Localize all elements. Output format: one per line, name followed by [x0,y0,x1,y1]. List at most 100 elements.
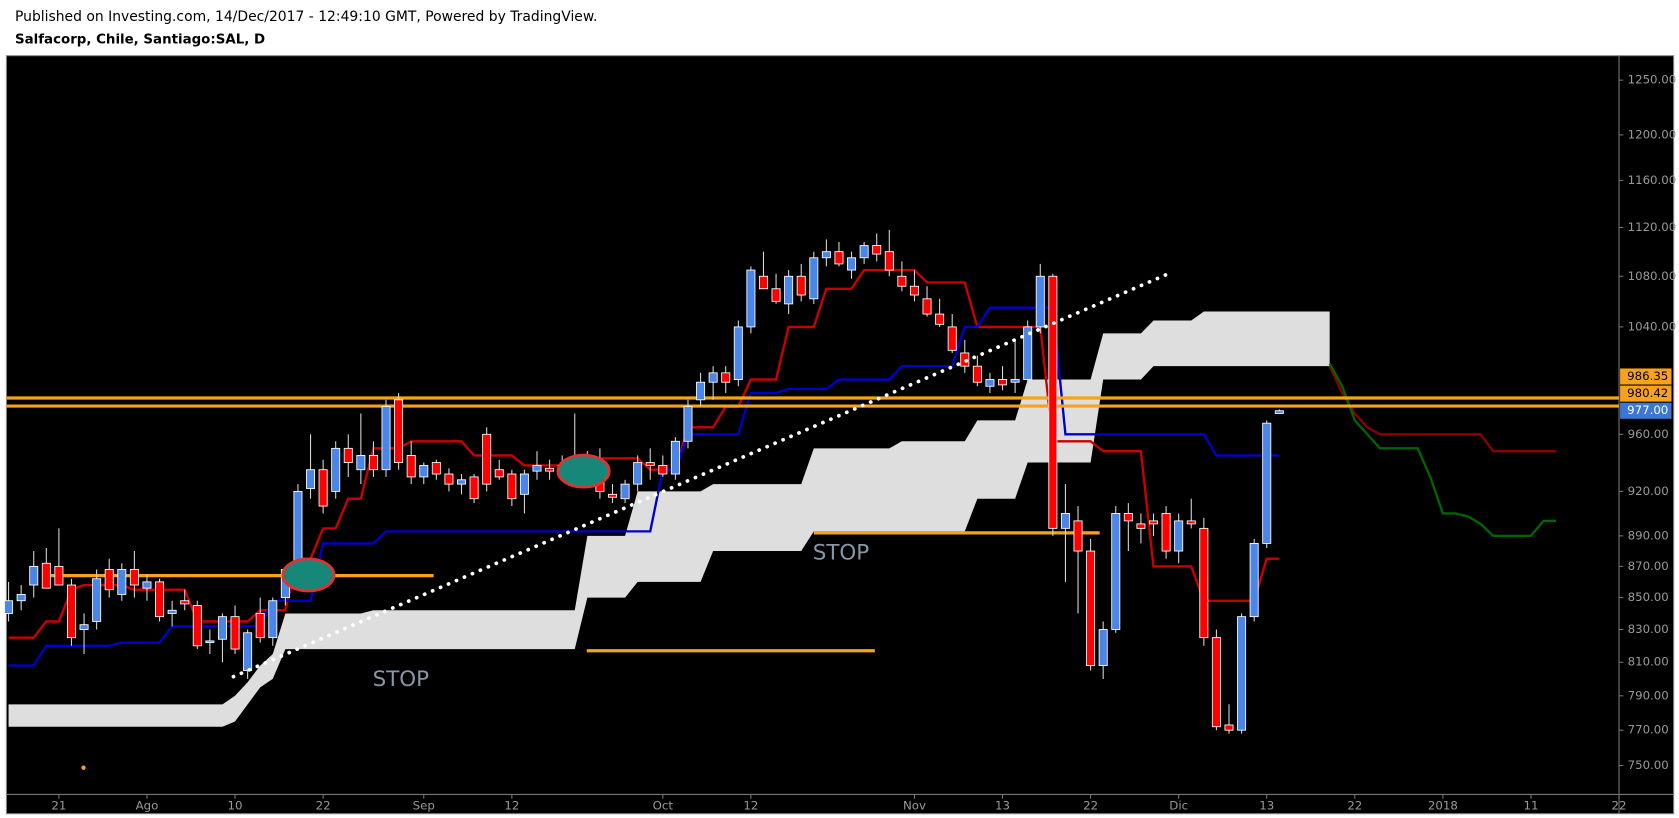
axis-layer: 750.00 770.00 790.00 810.00 830.00 850.00 870.… [51,73,1676,813]
candle-body [54,565,64,586]
stop-label: STOP [813,541,870,566]
candle-body [331,447,341,492]
candle-body [29,565,39,586]
candle-body [79,624,89,630]
candle-body [306,469,316,489]
y-tick-label: 870.00 [1628,559,1669,573]
y-tick-label: 770.00 [1628,723,1669,737]
candle-body [884,251,894,271]
y-tick-label: 960.00 [1628,427,1669,441]
x-tick-label: 11 [1523,799,1538,813]
x-tick-label: Ago [136,799,159,813]
indicator-line [1328,365,1557,453]
candle-body [733,326,743,380]
candle-body [1086,550,1096,666]
series-layer [4,229,1620,734]
candle-body [205,640,215,643]
candle-body [1098,629,1108,666]
price-tag-label: 977.00 [1627,403,1668,417]
candle-body [1123,513,1133,522]
candle-body [696,381,706,401]
y-tick-label: 810.00 [1628,655,1669,669]
candle-body [444,473,454,485]
indicator-line [1328,362,1557,538]
candle-body [545,467,555,472]
candle-body [230,616,240,650]
candle-body [155,581,165,618]
candle-body [180,600,190,605]
candle-body [758,275,768,290]
candle-body [1111,513,1121,630]
y-tick-label: 790.00 [1628,688,1669,702]
candle-body [142,581,152,589]
candle-body [909,285,919,296]
x-tick-label: 13 [1259,799,1274,813]
candle-body [243,632,253,671]
stop-label: STOP [373,667,430,692]
candle-body [381,406,391,471]
y-tick-label: 750.00 [1628,758,1669,772]
candle-body [482,433,492,485]
candle-body [1274,410,1284,414]
chart-title: Salfacorp, Chile, Santiago:SAL, D [15,33,265,48]
price-tag [1620,402,1672,419]
candle-body [796,275,806,296]
x-tick-label: Nov [903,799,926,813]
candle-body [1048,275,1058,529]
x-tick-label: Oct [653,799,674,813]
x-tick-label: Sep [413,799,435,813]
candle-body [457,479,467,485]
candle-body [167,609,177,614]
candle-body [343,447,353,463]
x-tick-label: 22 [1083,799,1098,813]
cloud [8,311,1330,727]
candle-body [683,406,693,442]
candle-body [519,473,529,495]
candle-body [1149,520,1159,525]
x-tick-label: 12 [743,799,758,813]
x-tick-label: 13 [995,799,1010,813]
candle-body [419,464,429,478]
x-tick-label: 2018 [1428,799,1458,813]
candle-body [1237,616,1247,731]
candle-body [947,326,957,351]
candle-body [708,372,718,383]
candle-body [318,469,328,507]
candle-body [1136,523,1146,529]
candle-body [1010,379,1020,383]
x-tick-label: 10 [228,799,243,813]
candle-body [16,593,26,602]
candle-body [293,490,303,570]
candle-body [746,269,756,328]
candle-body [897,275,907,287]
candle-body [960,352,970,367]
candle-body [1262,422,1272,544]
y-tick-label: 1120.00 [1628,220,1677,234]
candle-body [494,469,504,478]
y-tick-label: 1160.00 [1628,173,1677,187]
x-tick-label: 22 [316,799,331,813]
published-note: Published on Investing.com, 14/Dec/2017 … [15,9,597,25]
candle-body [1035,275,1045,328]
candle-body [4,600,14,614]
candle-body [192,605,202,647]
candle-body [41,562,51,589]
candle-body [1161,513,1171,552]
candle-body [368,455,378,471]
candle-body [217,616,227,640]
highlight-ellipse [281,557,336,593]
candle-body [1174,520,1184,552]
x-tick-label: 22 [1612,799,1627,813]
candle-body [1249,543,1259,618]
candle-body [1023,326,1033,380]
candle-body [104,569,114,591]
candle-body [985,379,995,387]
candle-body [431,462,441,475]
candle-body [834,251,844,265]
candle-body [821,251,831,259]
x-tick-label: Dic [1169,799,1188,813]
candle-body [117,569,127,595]
candle-body [255,613,265,639]
y-tick-label: 920.00 [1628,484,1669,498]
candle-body [859,245,869,259]
